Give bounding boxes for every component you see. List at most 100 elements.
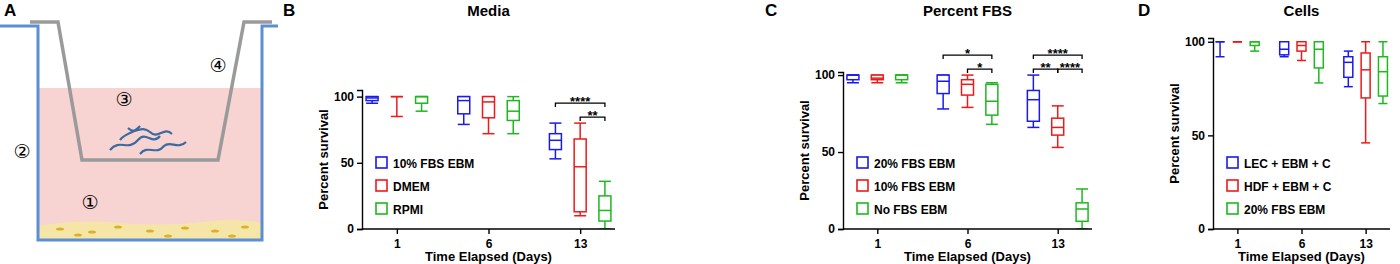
whisker-cap [507, 96, 519, 98]
box [962, 80, 974, 95]
title: Media [467, 2, 510, 19]
x-tick: 13 [1052, 229, 1066, 251]
x-tick-mark [1365, 229, 1366, 234]
median [1378, 71, 1387, 73]
legend-label: LEC + EBM + C [1244, 157, 1331, 171]
median [1297, 45, 1306, 47]
fiber [120, 126, 140, 140]
box [986, 84, 998, 115]
median [366, 97, 378, 99]
x-axis-title: Time Elapsed (Days) [1238, 249, 1365, 264]
x-tick: 6 [486, 229, 493, 251]
legend-label: 10% FBS EBM [874, 180, 955, 194]
y-tick: 100 [334, 90, 362, 104]
whisker [1254, 45, 1256, 51]
whisker [579, 123, 581, 139]
y-axis-title: Percent survival [316, 109, 331, 209]
y-tick-mark [357, 96, 362, 97]
y-tick: 0 [1198, 222, 1213, 236]
whisker [1348, 51, 1350, 57]
y-axis-line [1208, 39, 1214, 230]
y-tick: 50 [341, 156, 362, 170]
x-tick-mark [1237, 229, 1238, 234]
whisker [1057, 135, 1059, 147]
whisker-cap [574, 122, 586, 124]
cell [164, 234, 172, 237]
whisker-cap [1250, 41, 1259, 43]
whisker-cap [1027, 127, 1039, 129]
whisker-cap [896, 74, 908, 76]
median [847, 74, 859, 76]
diagram-label: ② [13, 140, 30, 162]
median [986, 100, 998, 102]
y-tick-mark [357, 163, 362, 164]
whisker-cap [1216, 56, 1225, 58]
x-axis-title: Time Elapsed (Days) [904, 249, 1031, 264]
diagram-label: ④ [209, 54, 226, 76]
whisker [991, 115, 993, 124]
y-tick-label: 100 [815, 68, 835, 82]
box-series [847, 75, 1039, 127]
legend-label: 10% FBS EBM [393, 157, 474, 171]
whisker [967, 95, 969, 107]
median [599, 210, 611, 212]
whisker-cap [1233, 41, 1242, 43]
significance-label: **** [1048, 46, 1069, 61]
box [896, 75, 908, 80]
box-series [366, 97, 561, 159]
significance-label: ** [1040, 60, 1051, 75]
cell [114, 225, 122, 228]
y-tick-mark [838, 229, 843, 230]
significance-label: * [965, 46, 971, 61]
y-tick: 50 [1192, 129, 1213, 143]
y-tick-label: 0 [828, 222, 835, 236]
whisker-cap [599, 181, 611, 183]
whisker-cap [1314, 82, 1323, 84]
y-tick: 50 [822, 145, 843, 159]
title: Percent FBS [923, 2, 1012, 19]
box-series [1216, 42, 1353, 87]
legend-swatch [1227, 157, 1238, 168]
legend-swatch [376, 203, 387, 214]
plot-area [1216, 42, 1388, 143]
box [1216, 41, 1225, 43]
legend-swatch [857, 203, 868, 214]
significance-label: **** [1060, 60, 1081, 75]
plot-area [366, 97, 611, 229]
whisker-cap [1250, 50, 1259, 52]
legend: 10% FBS EBMDMEMRPMI [376, 157, 474, 217]
y-axis-title: Percent survival [1167, 83, 1182, 183]
whisker-cap [847, 82, 859, 84]
whisker [1382, 96, 1384, 103]
whisker-cap [962, 74, 974, 76]
box [391, 96, 403, 98]
cell-layer [38, 220, 262, 240]
legend-label: RPMI [393, 203, 423, 217]
whisker-cap [1027, 74, 1039, 76]
box [1344, 57, 1353, 78]
title: Cells [1284, 2, 1320, 19]
box-series [1250, 42, 1387, 104]
whisker-cap [1233, 41, 1242, 43]
whisker [1365, 42, 1367, 53]
box-series [1233, 42, 1370, 143]
whisker [604, 181, 606, 196]
median [1314, 48, 1323, 50]
panel-letter: B [283, 1, 295, 20]
legend-label: 20% FBS EBM [874, 157, 955, 171]
legend: LEC + EBM + CHDF + EBM + C20% FBS EBM [1227, 157, 1332, 217]
median [1233, 41, 1242, 43]
median [871, 77, 883, 79]
median [1076, 208, 1088, 210]
box [1378, 57, 1387, 96]
y-tick-label: 50 [341, 156, 355, 170]
box [366, 97, 378, 101]
x-tick-mark [580, 229, 581, 234]
y-axis-line [838, 73, 844, 230]
whisker-cap [458, 124, 470, 126]
whisker [513, 120, 515, 133]
whisker [1382, 42, 1384, 57]
y-axis-line [357, 91, 363, 230]
x-tick: 13 [1359, 229, 1373, 251]
whisker-cap [549, 158, 561, 160]
